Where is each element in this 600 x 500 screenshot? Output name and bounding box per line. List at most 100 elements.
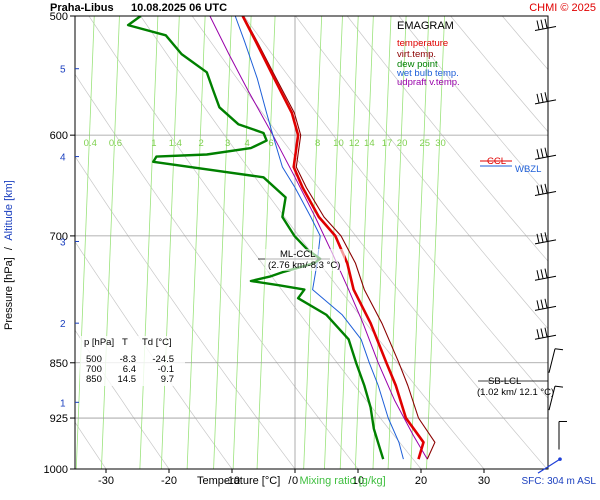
- dry-adiabat-line: [75, 73, 359, 469]
- wind-barb: [534, 18, 557, 31]
- mixing-ratio-line: [324, 16, 343, 469]
- wind-barb: [548, 385, 564, 411]
- pressure-tick-label: 925: [50, 413, 68, 425]
- dry-adiabat-line: [398, 16, 548, 196]
- surface-elevation: SFC: 304 m ASL: [522, 476, 597, 487]
- pressure-tick-label: 600: [50, 130, 68, 142]
- mixing-ratio-label: 0.4: [84, 138, 97, 149]
- mixing-ratio-label: 17: [382, 138, 393, 149]
- mixing-ratio-line: [410, 16, 430, 469]
- sounding-table: p [hPa] T Td [°C] 500 -8.3 -24.5 700 6.4…: [80, 336, 185, 386]
- wind-barb: [534, 268, 557, 281]
- temperature-tick-label: 10: [352, 475, 364, 487]
- mixing-ratio-line: [339, 16, 359, 469]
- mixing-ratio-label: 20: [397, 138, 408, 149]
- wind-barbs: [534, 18, 567, 474]
- pressure-grid: [75, 16, 548, 469]
- table-cell: 500: [86, 354, 102, 365]
- pressure-tick-label: 1000: [44, 464, 68, 476]
- mixing-ratio-label: 25: [419, 138, 430, 149]
- table-cell: 6.4: [123, 364, 136, 375]
- sb-lcl-value: (1.02 km/ 12.1 °C): [477, 387, 554, 398]
- altitude-axis-label: Altitude [km]: [3, 180, 15, 241]
- wind-barb: [548, 348, 564, 373]
- temperature-ticks: -30 -20 -10 0 10 20 30: [98, 469, 490, 487]
- copyright: CHMI © 2025: [529, 2, 596, 14]
- mixing-ratio-label: 3: [225, 138, 230, 149]
- mixing-ratio-line: [139, 16, 159, 469]
- mixing-ratio-labels: 0.4 0.6 1 1.4 2 3 4 6 8 10 12 14 17 20 25 30: [84, 138, 446, 149]
- pressure-tick-label: 850: [50, 358, 68, 370]
- altitude-tick-label: 4: [60, 153, 66, 164]
- mixing-ratio-label: 1: [151, 138, 156, 149]
- table-header-td: Td [°C]: [142, 337, 172, 348]
- wind-barb: [534, 232, 557, 245]
- wind-barb: [534, 92, 557, 105]
- mixing-ratio-line: [372, 16, 392, 469]
- dry-adiabat-line: [75, 241, 233, 469]
- ccl-marker: CCL: [480, 156, 512, 167]
- wind-barb: [558, 420, 567, 450]
- legend-temperature: temperature: [397, 38, 448, 49]
- wind-barb: [537, 457, 562, 474]
- mixing-ratio-line: [213, 16, 232, 469]
- table-header-p: p [hPa]: [84, 337, 114, 348]
- legend-virt-temp: virt.temp.: [397, 49, 436, 60]
- dry-adiabat-line: [295, 16, 548, 330]
- table-cell: 14.5: [118, 374, 137, 385]
- table-cell: -0.1: [158, 364, 174, 375]
- mixing-ratio-label: 12: [349, 138, 360, 149]
- pressure-ticks: 500 600 700 850 925 1000: [44, 11, 75, 476]
- mixing-ratio-label: 30: [435, 138, 446, 149]
- mixing-ratio-line: [426, 16, 445, 469]
- temperature-tick-label: 0: [292, 475, 298, 487]
- legend: EMAGRAM temperature virt.temp. dew point…: [396, 20, 460, 88]
- wind-barb: [534, 147, 557, 160]
- temperature-tick-label: -20: [161, 475, 177, 487]
- mixing-ratio-line: [160, 16, 180, 469]
- mixing-ratio-line: [256, 16, 276, 469]
- mixing-ratio-label: 6: [268, 138, 273, 149]
- axis-separator: /: [3, 246, 15, 250]
- wind-barb: [534, 183, 557, 196]
- altitude-tick-label: 1: [60, 398, 66, 409]
- pressure-tick-label: 500: [50, 11, 68, 23]
- wind-barb: [534, 327, 557, 340]
- wbzl-label: WBZL: [515, 164, 541, 175]
- table-cell: 700: [86, 364, 102, 375]
- wbzl-marker: WBZL: [480, 164, 541, 175]
- temperature-tick-label: 20: [415, 475, 427, 487]
- legend-updraft-vtemp: udpraft v.temp.: [397, 77, 460, 88]
- mixing-ratio-line: [186, 16, 206, 469]
- plot-frame: [74, 15, 549, 470]
- x-axis-label: Temperature [°C] / Mixing ratio [g/kg]: [197, 475, 386, 487]
- dry-adiabat-line: [75, 329, 170, 469]
- table-header-t: T: [122, 337, 128, 348]
- temperature-tick-label: -10: [224, 475, 240, 487]
- axis-separator-x: /: [288, 475, 292, 487]
- mixing-ratio-line: [101, 16, 120, 469]
- altitude-tick-label: 2: [60, 319, 66, 330]
- table-cell: 850: [86, 374, 102, 385]
- virt-temp-profile-line: [242, 16, 436, 460]
- dry-adiabat-line: [554, 16, 600, 469]
- ml-lcl-title: ML-CCL: [280, 249, 315, 260]
- temperatureprofile-line: [241, 16, 425, 460]
- legend-title: EMAGRAM: [397, 20, 454, 32]
- y-axis-label: Pressure [hPa] / Altitude [km]: [3, 180, 15, 330]
- mixing-ratio-line: [354, 16, 374, 469]
- mixing-ratio-axis-label: Mixing ratio [g/kg]: [299, 475, 385, 487]
- dry-adiabat-line: [75, 155, 296, 469]
- temperature-axis-label: Temperature [°C]: [197, 475, 280, 487]
- ml-lcl-value: (2.76 km/-8.3 °C): [268, 260, 340, 271]
- legend-dew-point: dew point: [397, 59, 438, 70]
- station-name: Praha-Libus: [50, 2, 114, 14]
- ccl-label: CCL: [487, 156, 506, 167]
- dry-adiabat-line: [140, 16, 485, 469]
- temperature-tick-label: 30: [478, 475, 490, 487]
- dry-adiabat-line: [191, 16, 548, 469]
- table-cell: -24.5: [152, 354, 174, 365]
- mixing-ratio-line: [303, 16, 323, 469]
- mixing-ratio-label: 14: [364, 138, 375, 149]
